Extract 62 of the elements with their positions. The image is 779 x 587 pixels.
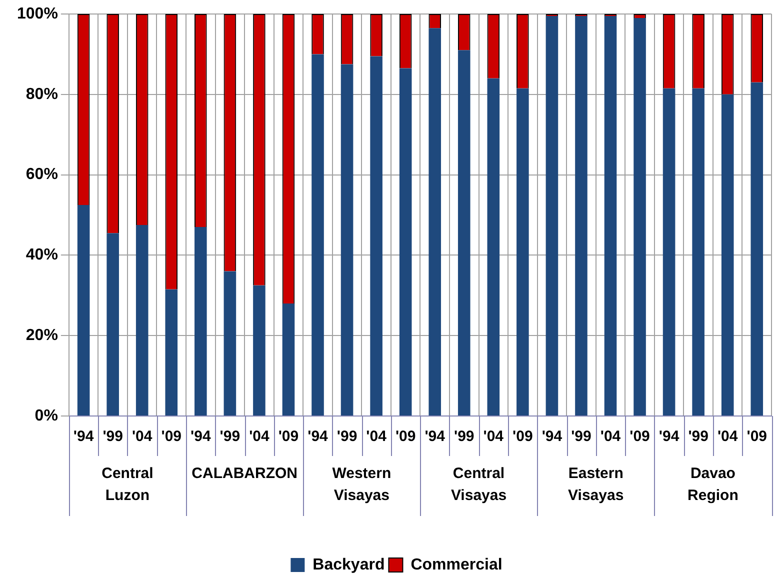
x-tick-label: '04 — [132, 428, 153, 446]
x-tick-label: '99 — [102, 428, 123, 446]
x-tick-label: '99 — [336, 428, 358, 446]
bar — [692, 88, 704, 416]
bar — [194, 227, 207, 416]
bar — [458, 50, 470, 416]
x-tick-label: '94 — [424, 428, 446, 446]
bar — [224, 271, 236, 416]
y-tick-label: 80% — [26, 86, 58, 103]
x-tick-label: '94 — [73, 428, 94, 446]
x-tick-label: '04 — [366, 428, 388, 446]
bar — [282, 303, 295, 416]
text: Eastern Visayas — [568, 465, 624, 504]
bar — [428, 28, 441, 416]
x-tick-label: '94 — [190, 428, 212, 446]
bar — [662, 88, 676, 416]
x-tick-label: '04 — [249, 428, 270, 446]
bar — [136, 225, 148, 416]
text: Central Luzon — [102, 465, 154, 504]
bar — [750, 82, 764, 416]
x-tick-label: '94 — [542, 428, 563, 446]
x-tick-label: '09 — [630, 428, 650, 446]
legend-label: Backyard — [312, 556, 385, 574]
bar — [340, 64, 354, 416]
bar — [370, 56, 382, 416]
x-tick-label: '94 — [308, 428, 329, 446]
x-tick-label: '04 — [483, 428, 504, 446]
y-tick-label: 100% — [17, 5, 58, 22]
bar — [634, 18, 646, 416]
bar — [77, 204, 90, 416]
x-tick-label: '09 — [278, 428, 299, 446]
x-tick-label: '09 — [161, 428, 182, 446]
text: Central Visayas — [450, 465, 507, 504]
y-tick-label: 20% — [26, 327, 58, 344]
y-tick-label: 40% — [26, 246, 58, 264]
bar — [516, 88, 529, 416]
bar — [399, 68, 412, 416]
x-tick-label: '94 — [658, 428, 680, 446]
x-tick-label: '99 — [571, 428, 592, 446]
bar — [546, 16, 558, 416]
text: CALABARZON — [192, 465, 298, 482]
x-tick-label: '04 — [600, 428, 622, 446]
y-tick-label: 0% — [34, 407, 58, 424]
bar — [721, 94, 734, 416]
text: Western Visayas — [332, 465, 392, 504]
x-tick-label: '09 — [746, 428, 768, 446]
y-tick-label: 60% — [26, 166, 58, 184]
x-tick-label: '99 — [688, 428, 708, 446]
x-tick-label: '09 — [512, 428, 533, 446]
x-tick-label: '99 — [220, 428, 240, 446]
x-tick-label: '04 — [717, 428, 738, 446]
bar — [253, 285, 266, 416]
x-tick-label: '99 — [454, 428, 474, 446]
bar — [165, 289, 178, 416]
x-tick-label: '09 — [395, 428, 416, 446]
legend-label: Commercial — [410, 556, 502, 574]
bar — [312, 54, 324, 416]
text: Davao Region — [688, 465, 738, 504]
bar — [487, 78, 500, 416]
bar — [106, 233, 119, 416]
bar — [604, 16, 617, 416]
bar — [575, 16, 588, 416]
